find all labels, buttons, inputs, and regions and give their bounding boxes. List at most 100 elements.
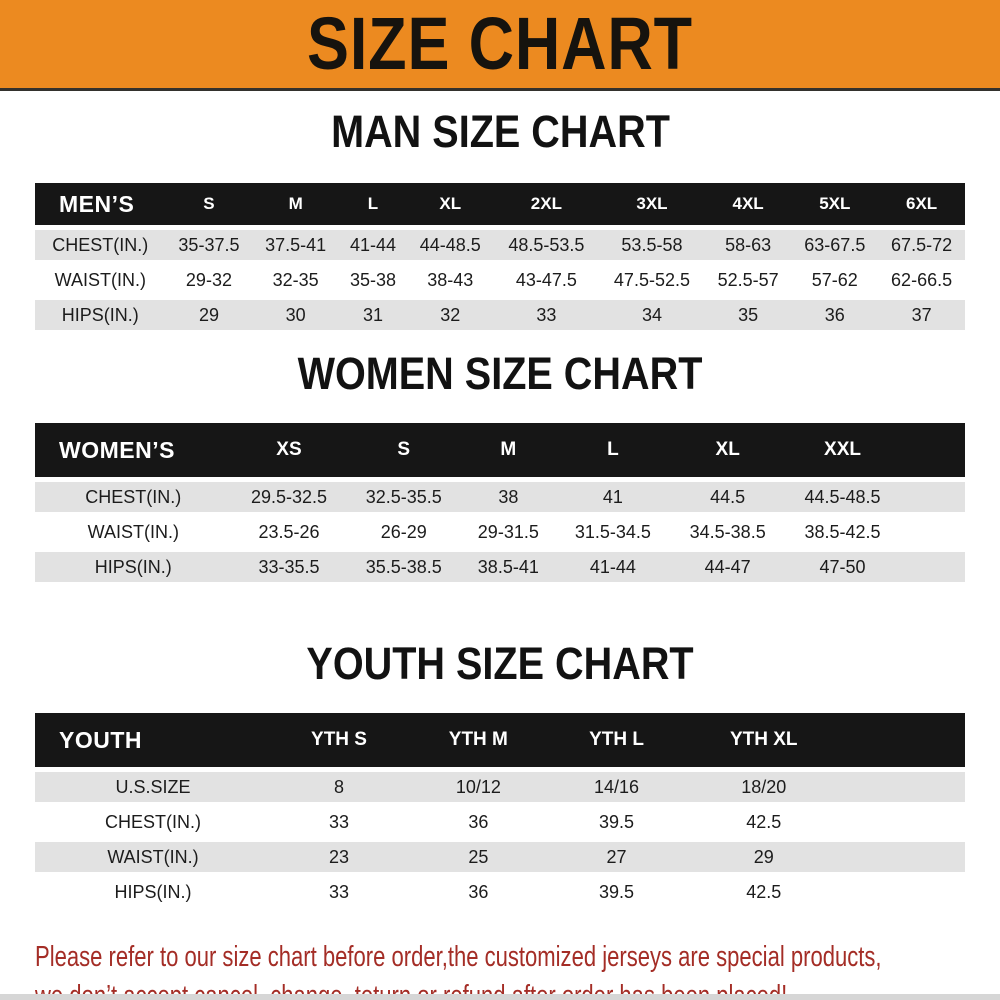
youth-size-table: YOUTH YTH S YTH M YTH L YTH XL U.S.SIZE … (35, 708, 965, 912)
size-column-header: L (339, 183, 407, 225)
section-title-text: YOUTH SIZE CHART (306, 638, 694, 689)
size-value: 35-38 (339, 265, 407, 295)
size-value: 27 (549, 842, 684, 872)
size-value: 36 (791, 300, 879, 330)
measurement-row-hips: HIPS(IN.) 29 30 31 32 33 34 35 36 37 (35, 300, 965, 330)
section-title-man: MAN SIZE CHART (0, 109, 1000, 164)
size-value: 33 (271, 807, 407, 837)
size-value: 33-35.5 (231, 552, 347, 582)
size-value: 47.5-52.5 (599, 265, 705, 295)
size-value: 44.5 (670, 482, 786, 512)
size-column-header: YTH XL (683, 713, 845, 767)
spacer-cell (899, 552, 965, 582)
row-label: CHEST(IN.) (35, 807, 272, 837)
measurement-row-us-size: U.S.SIZE 8 10/12 14/16 18/20 (35, 772, 965, 802)
section-title-text: WOMEN SIZE CHART (297, 348, 703, 399)
size-value: 31 (339, 300, 407, 330)
banner-title: SIZE CHART (307, 2, 693, 85)
measurement-row-waist: WAIST(IN.) 23 25 27 29 (35, 842, 965, 872)
size-column-header: M (252, 183, 340, 225)
spacer-cell (844, 842, 965, 872)
mens-group-label: MEN’S (35, 183, 166, 225)
size-column-header: XS (231, 423, 347, 477)
size-value: 57-62 (791, 265, 879, 295)
size-column-header: L (555, 423, 671, 477)
size-value: 23.5-26 (231, 517, 347, 547)
size-value: 44-48.5 (406, 230, 494, 260)
size-column-header: YTH S (271, 713, 407, 767)
size-value: 44.5-48.5 (785, 482, 900, 512)
size-column-header: S (346, 423, 462, 477)
mens-table-header-row: MEN’S S M L XL 2XL 3XL 4XL 5XL 6XL (35, 183, 965, 225)
size-value: 36 (407, 877, 550, 907)
mens-size-table-wrap: MEN’S S M L XL 2XL 3XL 4XL 5XL 6XL CHEST… (35, 178, 965, 335)
size-value: 35.5-38.5 (346, 552, 462, 582)
spacer-cell (844, 772, 965, 802)
size-value: 38.5-42.5 (785, 517, 900, 547)
size-value: 43-47.5 (493, 265, 600, 295)
size-value: 62-66.5 (878, 265, 965, 295)
measurement-row-chest: CHEST(IN.) 29.5-32.5 32.5-35.5 38 41 44.… (35, 482, 965, 512)
footer-line-1-row: Please refer to our size chart before or… (35, 938, 1000, 977)
size-column-header: 5XL (791, 183, 879, 225)
size-column-header: XL (406, 183, 494, 225)
row-label: HIPS(IN.) (35, 877, 272, 907)
youth-size-table-wrap: YOUTH YTH S YTH M YTH L YTH XL U.S.SIZE … (35, 708, 965, 912)
row-label: WAIST(IN.) (35, 265, 166, 295)
size-value: 41-44 (339, 230, 407, 260)
size-value: 52.5-57 (704, 265, 792, 295)
row-label: WAIST(IN.) (35, 517, 232, 547)
size-value: 38 (461, 482, 556, 512)
size-value: 34.5-38.5 (670, 517, 786, 547)
size-value: 29.5-32.5 (231, 482, 347, 512)
measurement-row-hips: HIPS(IN.) 33 36 39.5 42.5 (35, 877, 965, 907)
size-value: 8 (271, 772, 407, 802)
size-chart-banner: SIZE CHART (0, 0, 1000, 91)
section-title-women: WOMEN SIZE CHART (0, 348, 1000, 406)
size-value: 38.5-41 (461, 552, 556, 582)
size-value: 63-67.5 (791, 230, 879, 260)
row-label: WAIST(IN.) (35, 842, 272, 872)
size-value: 32 (406, 300, 494, 330)
size-value: 10/12 (407, 772, 550, 802)
size-value: 25 (407, 842, 550, 872)
size-column-header: YTH L (549, 713, 684, 767)
size-value: 33 (493, 300, 600, 330)
size-column-header: XL (670, 423, 786, 477)
size-value: 37 (878, 300, 965, 330)
size-value: 34 (599, 300, 705, 330)
measurement-row-waist: WAIST(IN.) 23.5-26 26-29 29-31.5 31.5-34… (35, 517, 965, 547)
size-value: 48.5-53.5 (493, 230, 600, 260)
size-column-header: 3XL (599, 183, 705, 225)
size-value: 29-32 (165, 265, 253, 295)
measurement-row-waist: WAIST(IN.) 29-32 32-35 35-38 38-43 43-47… (35, 265, 965, 295)
footer-note: Please refer to our size chart before or… (35, 938, 1000, 1000)
size-value: 39.5 (549, 807, 684, 837)
spacer-cell (899, 517, 965, 547)
size-value: 35 (704, 300, 792, 330)
measurement-row-chest: CHEST(IN.) 33 36 39.5 42.5 (35, 807, 965, 837)
size-value: 33 (271, 877, 407, 907)
size-value: 67.5-72 (878, 230, 965, 260)
size-value: 26-29 (346, 517, 462, 547)
youth-group-label: YOUTH (35, 713, 272, 767)
row-label: CHEST(IN.) (35, 230, 166, 260)
size-value: 37.5-41 (252, 230, 340, 260)
size-value: 29-31.5 (461, 517, 556, 547)
size-value: 42.5 (683, 807, 845, 837)
size-value: 41 (555, 482, 671, 512)
size-column-header: YTH M (407, 713, 550, 767)
size-value: 47-50 (785, 552, 900, 582)
row-label: HIPS(IN.) (35, 552, 232, 582)
size-value: 38-43 (406, 265, 494, 295)
womens-group-label: WOMEN’S (35, 423, 232, 477)
youth-table-header-row: YOUTH YTH S YTH M YTH L YTH XL (35, 713, 965, 767)
size-column-header: 6XL (878, 183, 965, 225)
bottom-strip (0, 994, 1000, 1000)
spacer-cell (899, 423, 965, 477)
size-value: 53.5-58 (599, 230, 705, 260)
row-label: CHEST(IN.) (35, 482, 232, 512)
size-column-header: S (165, 183, 253, 225)
spacer-cell (899, 482, 965, 512)
size-value: 14/16 (549, 772, 684, 802)
